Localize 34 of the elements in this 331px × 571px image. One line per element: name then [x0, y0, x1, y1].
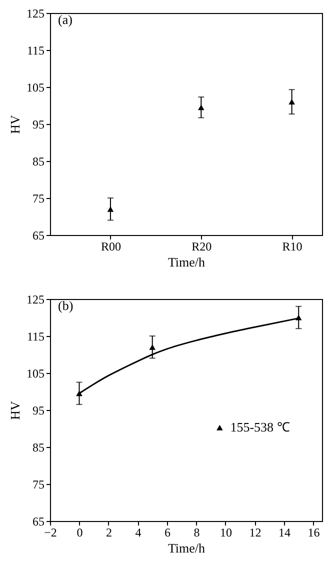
x-tick-label: 4 [135, 526, 142, 540]
x-tick-label: −2 [44, 526, 57, 540]
x-tick-label: 12 [249, 526, 262, 540]
y-tick-label: 95 [32, 404, 44, 418]
y-tick-label: 65 [32, 514, 44, 528]
x-tick-label: 6 [164, 526, 170, 540]
y-tick-label: 95 [32, 118, 44, 132]
y-tick-label: 75 [32, 192, 44, 206]
y-tick-label: 65 [32, 228, 44, 242]
x-tick-label: R00 [100, 240, 121, 254]
y-tick-label: 75 [32, 478, 44, 492]
y-tick-label: 125 [26, 292, 44, 306]
x-tick-label: 16 [308, 526, 320, 540]
x-tick-label: R20 [192, 240, 212, 254]
chart-title: (b) [58, 298, 74, 313]
y-tick-label: 105 [26, 80, 44, 94]
x-tick-label: 2 [106, 526, 112, 540]
y-tick-label: 115 [26, 44, 44, 58]
legend-label: 155-538 ℃ [230, 420, 290, 435]
y-axis-title: HV [8, 114, 22, 134]
x-tick-label: R10 [282, 240, 302, 254]
chart-title: (a) [58, 12, 72, 27]
y-axis-title: HV [8, 400, 22, 420]
x-tick-label: 14 [278, 526, 290, 540]
x-axis-title: Time/h [168, 540, 206, 556]
x-tick-label: 0 [76, 526, 83, 540]
x-tick-label: 8 [194, 526, 200, 540]
y-tick-label: 115 [26, 330, 44, 344]
y-tick-label: 85 [32, 154, 44, 168]
x-axis-title: Time/h [168, 254, 206, 270]
y-tick-label: 85 [32, 440, 44, 454]
y-tick-label: 105 [26, 366, 44, 380]
y-tick-label: 125 [26, 6, 44, 20]
x-tick-label: 10 [220, 526, 232, 540]
